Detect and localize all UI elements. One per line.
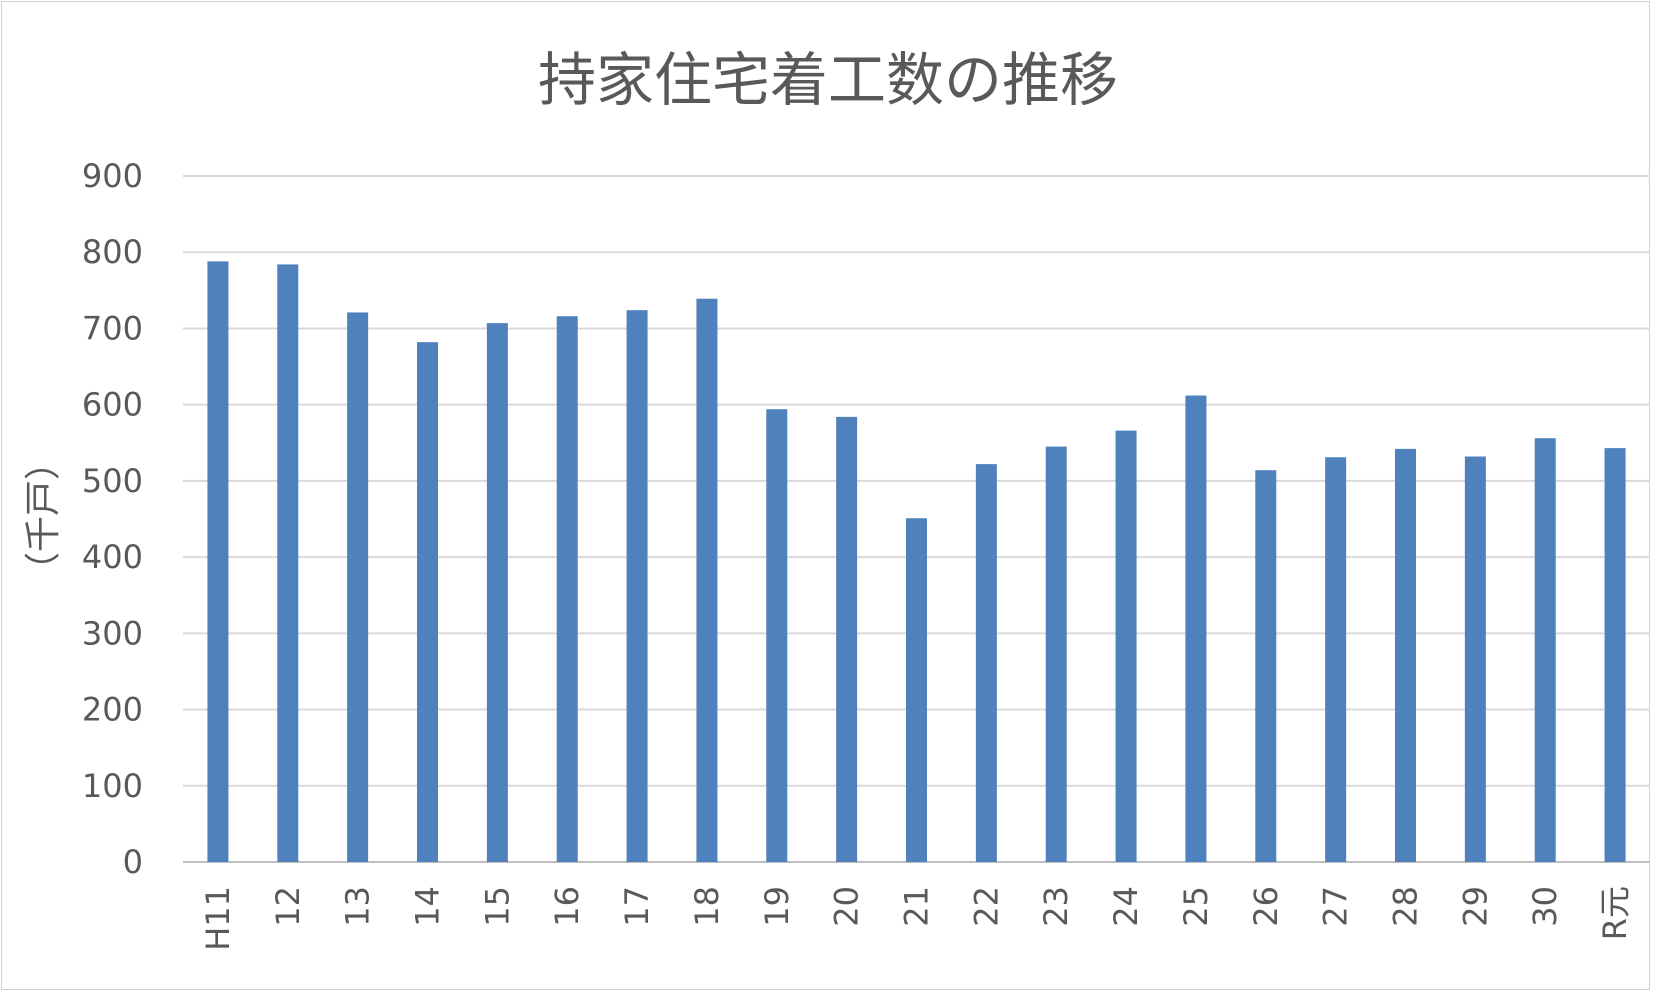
bar — [1185, 395, 1207, 862]
y-tick-label: 200 — [82, 691, 143, 729]
bar — [1534, 438, 1556, 862]
x-tick-label: 16 — [548, 886, 586, 927]
bar — [347, 312, 369, 863]
bar — [486, 323, 508, 862]
bar — [836, 416, 858, 862]
x-tick-label: 14 — [409, 886, 447, 927]
x-tick-label: 13 — [339, 886, 377, 927]
y-tick-label: 600 — [82, 386, 143, 424]
x-tick-label: 15 — [478, 886, 516, 927]
y-tick-labels: 0 100 200 300 400 500 600 700 800 900 — [82, 157, 143, 881]
bar — [1325, 457, 1347, 862]
x-tick-label: 17 — [618, 886, 656, 927]
y-tick-label: 100 — [82, 767, 143, 805]
x-tick-label: 24 — [1107, 886, 1145, 927]
x-tick-label: 18 — [688, 886, 726, 927]
y-tick-label: 500 — [82, 462, 143, 500]
x-tick-label: 26 — [1247, 886, 1285, 927]
bar — [626, 310, 648, 862]
bar — [1395, 448, 1416, 862]
x-tick-label: H11 — [199, 886, 237, 951]
x-tick-label: 22 — [967, 886, 1005, 927]
y-axis-label: （千戸） — [23, 444, 64, 588]
bar — [1604, 448, 1626, 862]
x-tick-label: 12 — [269, 886, 307, 927]
x-tick-label: R元 — [1596, 886, 1634, 940]
x-tick-label: 21 — [898, 886, 936, 927]
bar — [766, 409, 788, 862]
bar — [1045, 446, 1067, 862]
bar — [556, 316, 578, 862]
bar — [1255, 470, 1277, 862]
chart-title: 持家住宅着工数の推移 — [538, 46, 1118, 114]
bar — [277, 264, 299, 862]
bar — [975, 464, 997, 862]
x-tick-label: 20 — [828, 886, 866, 927]
bar — [417, 342, 438, 863]
x-tick-label: 28 — [1387, 886, 1425, 927]
x-tick-label: 23 — [1037, 886, 1075, 927]
x-tick-label: 19 — [758, 886, 796, 927]
bars — [207, 261, 1626, 863]
y-tick-label: 900 — [82, 157, 143, 195]
x-tick-label: 30 — [1526, 886, 1564, 927]
bar — [1464, 456, 1486, 862]
bar — [1115, 430, 1137, 862]
bar — [207, 261, 229, 862]
bar — [906, 518, 927, 862]
y-tick-label: 400 — [82, 538, 143, 576]
y-tick-label: 800 — [82, 233, 143, 271]
y-tick-label: 700 — [82, 309, 143, 347]
x-tick-label: 25 — [1177, 886, 1215, 927]
x-tick-labels: H11 12 13 14 15 16 17 18 19 20 21 22 23 24 25 26 27 28 29 3… — [199, 886, 1634, 951]
y-tick-label: 0 — [123, 843, 143, 881]
x-tick-label: 27 — [1317, 886, 1355, 927]
y-tick-label: 300 — [82, 614, 143, 652]
bar — [696, 298, 718, 862]
x-tick-label: 29 — [1456, 886, 1494, 927]
